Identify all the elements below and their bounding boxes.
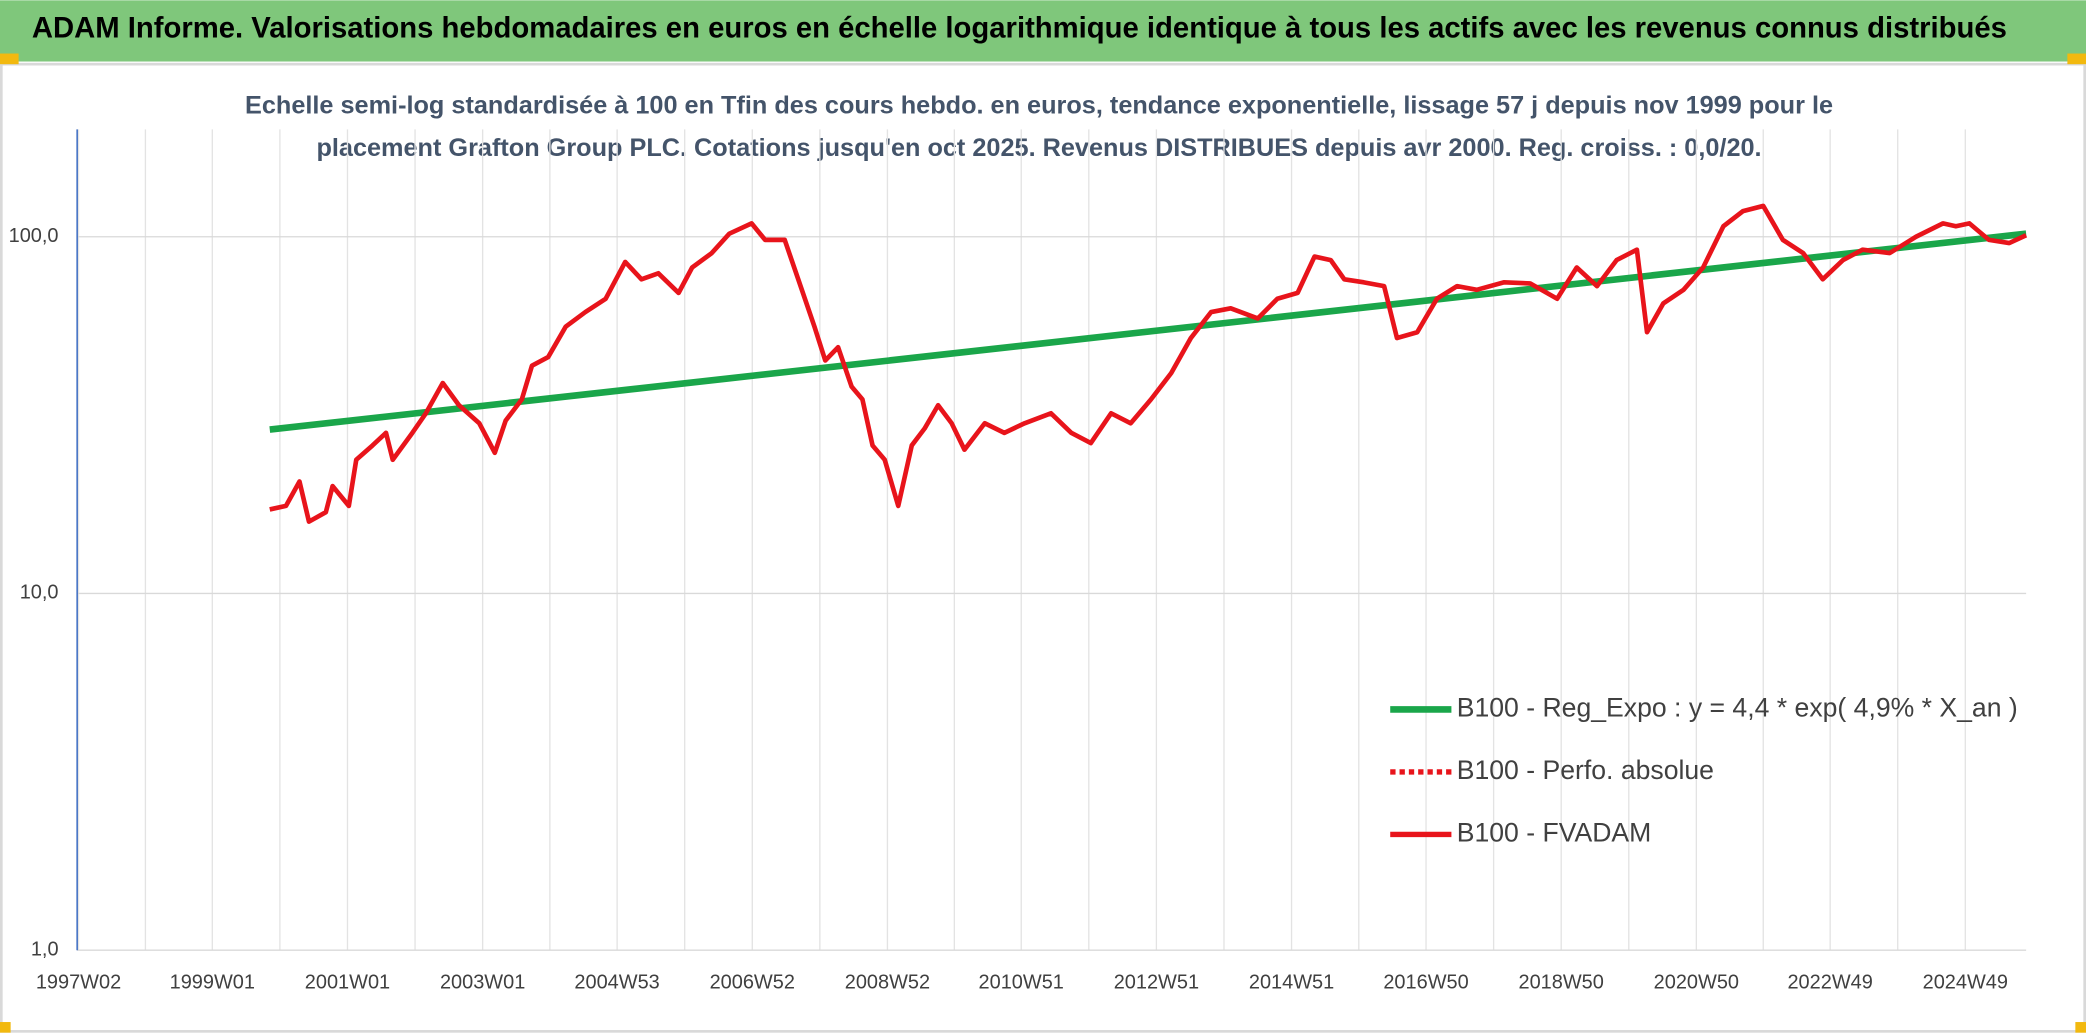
legend-label: B100 - Perfo. absolue (1457, 755, 1714, 785)
x-tick-label: 2004W53 (574, 972, 659, 994)
x-tick-label: 2024W49 (1923, 972, 2008, 994)
x-tick-label: 2001W01 (305, 972, 390, 994)
chart-title: placement Grafton Group PLC. Cotations j… (316, 134, 1761, 162)
x-tick-label: 2020W50 (1654, 972, 1739, 994)
x-tick-label: 2008W52 (845, 972, 930, 994)
corner-tab (0, 1022, 11, 1033)
x-tick-label: 2003W01 (440, 972, 525, 994)
chart-frame (0, 62, 2086, 1033)
corner-tab (2067, 53, 2086, 65)
y-tick-label: 100,0 (9, 225, 59, 247)
x-tick-label: 1999W01 (170, 972, 255, 994)
data-line (269, 203, 2028, 524)
legend-label: B100 - Reg_Expo : y = 4,4 * exp( 4,9% * … (1457, 692, 2018, 722)
x-tick-label: 2010W51 (979, 972, 1064, 994)
x-tick-label: 1997W02 (36, 972, 121, 994)
data-line (269, 230, 2027, 433)
header-bar (0, 0, 2086, 62)
chart-title: Echelle semi-log standardisée à 100 en T… (245, 91, 1833, 119)
page-title: ADAM Informe. Valorisations hebdomadaire… (32, 12, 2007, 44)
x-tick-label: 2016W50 (1383, 972, 1468, 994)
y-tick-label: 10,0 (20, 582, 59, 604)
corner-tab (2075, 1022, 2086, 1033)
x-tick-label: 2006W52 (710, 972, 795, 994)
x-tick-label: 2012W51 (1114, 972, 1199, 994)
x-tick-label: 2018W50 (1519, 972, 1604, 994)
legend-label: B100 - FVADAM (1457, 817, 1652, 847)
x-tick-label: 2022W49 (1787, 972, 1872, 994)
y-tick-label: 1,0 (31, 938, 59, 960)
x-tick-label: 2014W51 (1249, 972, 1334, 994)
corner-tab (0, 53, 19, 65)
